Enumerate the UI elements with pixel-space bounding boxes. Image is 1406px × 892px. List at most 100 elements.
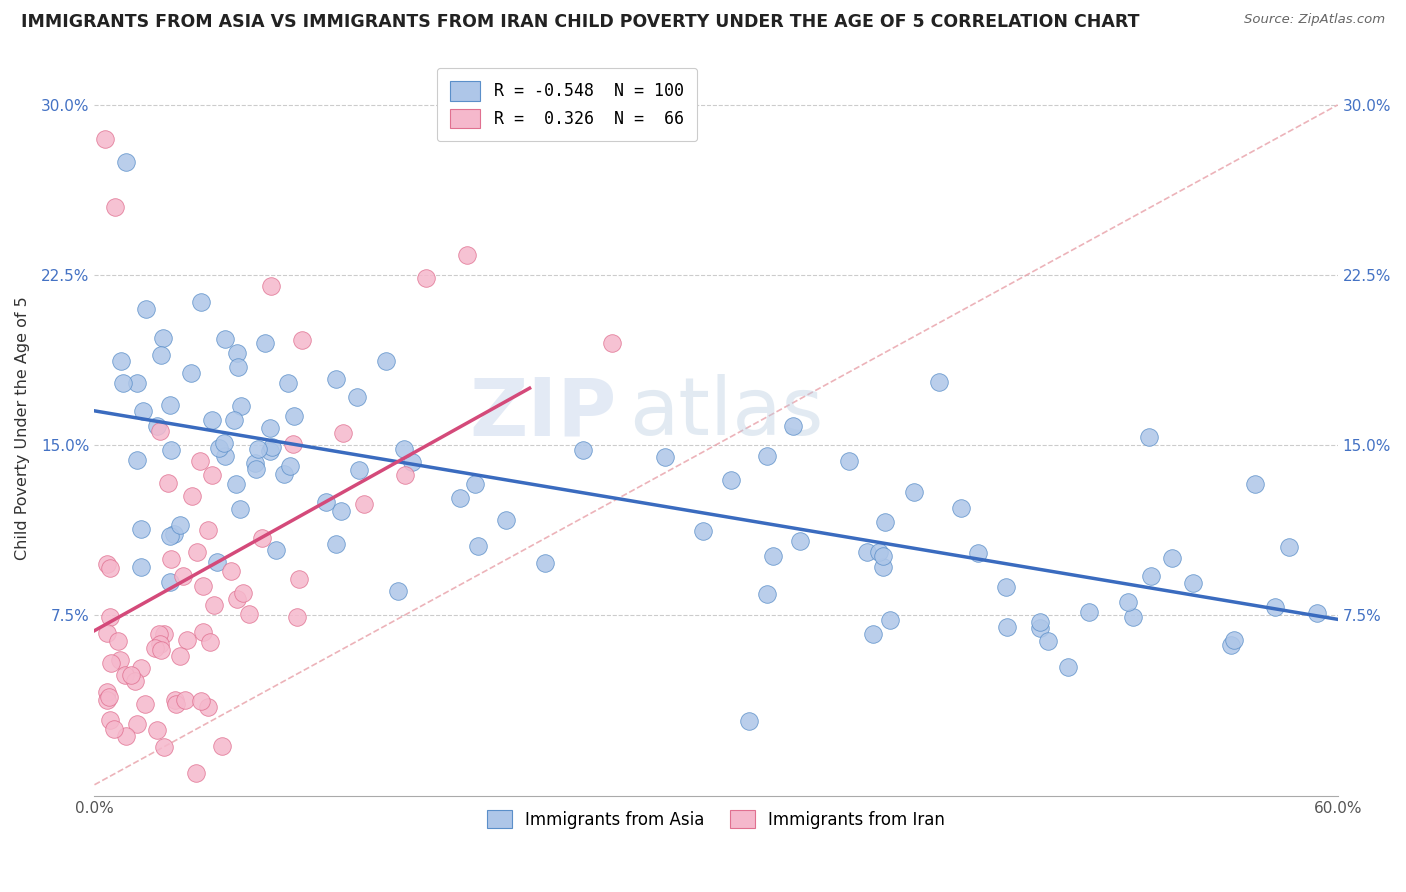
Point bbox=[224, 413, 246, 427]
Point bbox=[737, 714, 759, 728]
Point bbox=[277, 376, 299, 390]
Point bbox=[232, 585, 254, 599]
Point bbox=[374, 353, 396, 368]
Point bbox=[198, 634, 221, 648]
Point bbox=[602, 335, 624, 350]
Point bbox=[245, 462, 267, 476]
Point bbox=[250, 532, 273, 546]
Point bbox=[94, 132, 117, 146]
Point bbox=[165, 693, 187, 707]
Point bbox=[149, 425, 172, 439]
Point bbox=[291, 333, 314, 347]
Point bbox=[176, 633, 198, 648]
Point bbox=[127, 453, 149, 467]
Point bbox=[571, 442, 593, 457]
Point bbox=[180, 366, 202, 380]
Point bbox=[111, 376, 134, 390]
Point bbox=[1057, 660, 1080, 674]
Point bbox=[225, 476, 247, 491]
Point bbox=[96, 685, 118, 699]
Point bbox=[325, 372, 347, 386]
Point bbox=[181, 490, 204, 504]
Point bbox=[1181, 576, 1204, 591]
Point bbox=[856, 545, 879, 559]
Point bbox=[132, 403, 155, 417]
Point bbox=[169, 648, 191, 663]
Point bbox=[96, 625, 118, 640]
Point bbox=[186, 544, 208, 558]
Point bbox=[995, 620, 1018, 634]
Point bbox=[332, 426, 354, 441]
Point bbox=[197, 700, 219, 714]
Point bbox=[1036, 634, 1059, 648]
Point bbox=[190, 295, 212, 310]
Point bbox=[1029, 621, 1052, 635]
Point bbox=[238, 607, 260, 621]
Point bbox=[868, 545, 890, 559]
Point bbox=[283, 436, 305, 450]
Point bbox=[188, 454, 211, 468]
Point bbox=[862, 627, 884, 641]
Point bbox=[159, 574, 181, 589]
Text: IMMIGRANTS FROM ASIA VS IMMIGRANTS FROM IRAN CHILD POVERTY UNDER THE AGE OF 5 CO: IMMIGRANTS FROM ASIA VS IMMIGRANTS FROM … bbox=[21, 13, 1140, 31]
Point bbox=[98, 690, 121, 704]
Point bbox=[495, 513, 517, 527]
Point bbox=[387, 583, 409, 598]
Point bbox=[96, 692, 118, 706]
Point bbox=[200, 413, 222, 427]
Point bbox=[259, 421, 281, 435]
Point bbox=[949, 500, 972, 515]
Point bbox=[160, 552, 183, 566]
Point bbox=[124, 674, 146, 689]
Point bbox=[1122, 610, 1144, 624]
Point bbox=[872, 559, 894, 574]
Point bbox=[534, 556, 557, 570]
Point bbox=[1078, 605, 1101, 619]
Point bbox=[401, 455, 423, 469]
Point bbox=[456, 248, 478, 262]
Point bbox=[131, 522, 153, 536]
Point bbox=[1219, 638, 1241, 652]
Point bbox=[467, 539, 489, 553]
Point bbox=[315, 495, 337, 509]
Point bbox=[157, 475, 180, 490]
Point bbox=[879, 613, 901, 627]
Point bbox=[1116, 595, 1139, 609]
Point bbox=[114, 668, 136, 682]
Point bbox=[226, 592, 249, 607]
Point bbox=[120, 668, 142, 682]
Point bbox=[226, 346, 249, 360]
Point bbox=[756, 449, 779, 463]
Point bbox=[264, 543, 287, 558]
Point bbox=[148, 626, 170, 640]
Point bbox=[129, 559, 152, 574]
Point bbox=[654, 450, 676, 464]
Point bbox=[903, 485, 925, 500]
Point bbox=[253, 336, 276, 351]
Point bbox=[165, 697, 187, 711]
Point bbox=[995, 580, 1018, 594]
Text: atlas: atlas bbox=[628, 374, 824, 452]
Point bbox=[108, 652, 131, 666]
Point bbox=[174, 692, 197, 706]
Point bbox=[720, 473, 742, 487]
Legend: Immigrants from Asia, Immigrants from Iran: Immigrants from Asia, Immigrants from Ir… bbox=[481, 804, 952, 836]
Point bbox=[392, 442, 415, 457]
Point bbox=[115, 729, 138, 743]
Point bbox=[838, 453, 860, 467]
Point bbox=[149, 348, 172, 362]
Text: ZIP: ZIP bbox=[470, 374, 617, 452]
Point bbox=[464, 477, 486, 491]
Point bbox=[100, 657, 122, 671]
Point bbox=[214, 331, 236, 345]
Point bbox=[325, 536, 347, 550]
Point bbox=[415, 271, 437, 285]
Point bbox=[169, 518, 191, 533]
Point bbox=[1306, 606, 1329, 620]
Point bbox=[330, 504, 353, 518]
Point bbox=[1160, 550, 1182, 565]
Point bbox=[789, 533, 811, 548]
Point bbox=[262, 440, 284, 454]
Point bbox=[346, 390, 368, 404]
Point bbox=[283, 409, 305, 423]
